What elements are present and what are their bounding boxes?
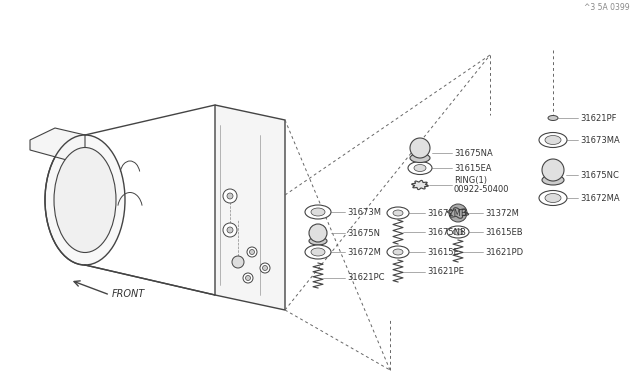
Text: 31621PC: 31621PC [347, 273, 385, 282]
Polygon shape [30, 128, 85, 165]
Ellipse shape [539, 132, 567, 148]
Text: 31615EB: 31615EB [485, 228, 523, 237]
Circle shape [449, 204, 467, 222]
Circle shape [309, 224, 327, 242]
Circle shape [246, 276, 250, 280]
Ellipse shape [305, 245, 331, 259]
Ellipse shape [447, 226, 469, 238]
Circle shape [247, 247, 257, 257]
Text: 31673MA: 31673MA [580, 135, 620, 144]
Text: 31372M: 31372M [485, 208, 519, 218]
Text: 31672M: 31672M [347, 247, 381, 257]
Ellipse shape [408, 161, 432, 174]
Ellipse shape [539, 190, 567, 205]
Ellipse shape [393, 249, 403, 255]
Ellipse shape [387, 207, 409, 219]
Ellipse shape [45, 135, 125, 265]
Polygon shape [412, 180, 428, 189]
Circle shape [243, 273, 253, 283]
Circle shape [262, 266, 268, 270]
Ellipse shape [305, 205, 331, 219]
Text: 31621PD: 31621PD [485, 247, 523, 257]
Text: 31615E: 31615E [427, 247, 459, 257]
Circle shape [223, 189, 237, 203]
Ellipse shape [393, 210, 403, 216]
Ellipse shape [311, 208, 325, 216]
Circle shape [542, 159, 564, 181]
Ellipse shape [545, 193, 561, 202]
Text: 00922-50400: 00922-50400 [454, 185, 509, 193]
Text: 31615EA: 31615EA [454, 164, 492, 173]
Ellipse shape [542, 175, 564, 185]
Circle shape [260, 263, 270, 273]
Ellipse shape [54, 148, 116, 253]
Text: 31672MB: 31672MB [427, 208, 467, 218]
Text: ^3 5A 0399: ^3 5A 0399 [584, 3, 630, 12]
Ellipse shape [545, 135, 561, 144]
Circle shape [232, 256, 244, 268]
Polygon shape [215, 105, 285, 310]
Circle shape [250, 250, 255, 254]
Text: FRONT: FRONT [112, 289, 145, 299]
Text: 31675N: 31675N [347, 228, 380, 237]
Ellipse shape [387, 246, 409, 258]
Circle shape [227, 227, 233, 233]
Text: 31675NA: 31675NA [454, 148, 493, 157]
Text: 31673M: 31673M [347, 208, 381, 217]
Text: 31621PE: 31621PE [427, 267, 464, 276]
Circle shape [410, 138, 430, 158]
Text: 31675NB: 31675NB [427, 228, 466, 237]
Ellipse shape [410, 154, 430, 163]
Ellipse shape [414, 164, 426, 171]
Text: 31621PF: 31621PF [580, 113, 616, 122]
Ellipse shape [548, 115, 558, 121]
Ellipse shape [309, 237, 327, 245]
Ellipse shape [453, 229, 463, 235]
Circle shape [223, 223, 237, 237]
Circle shape [227, 193, 233, 199]
Text: RING(1): RING(1) [454, 176, 487, 185]
Text: 31675NC: 31675NC [580, 170, 619, 180]
Ellipse shape [311, 248, 325, 256]
Text: 31672MA: 31672MA [580, 193, 620, 202]
